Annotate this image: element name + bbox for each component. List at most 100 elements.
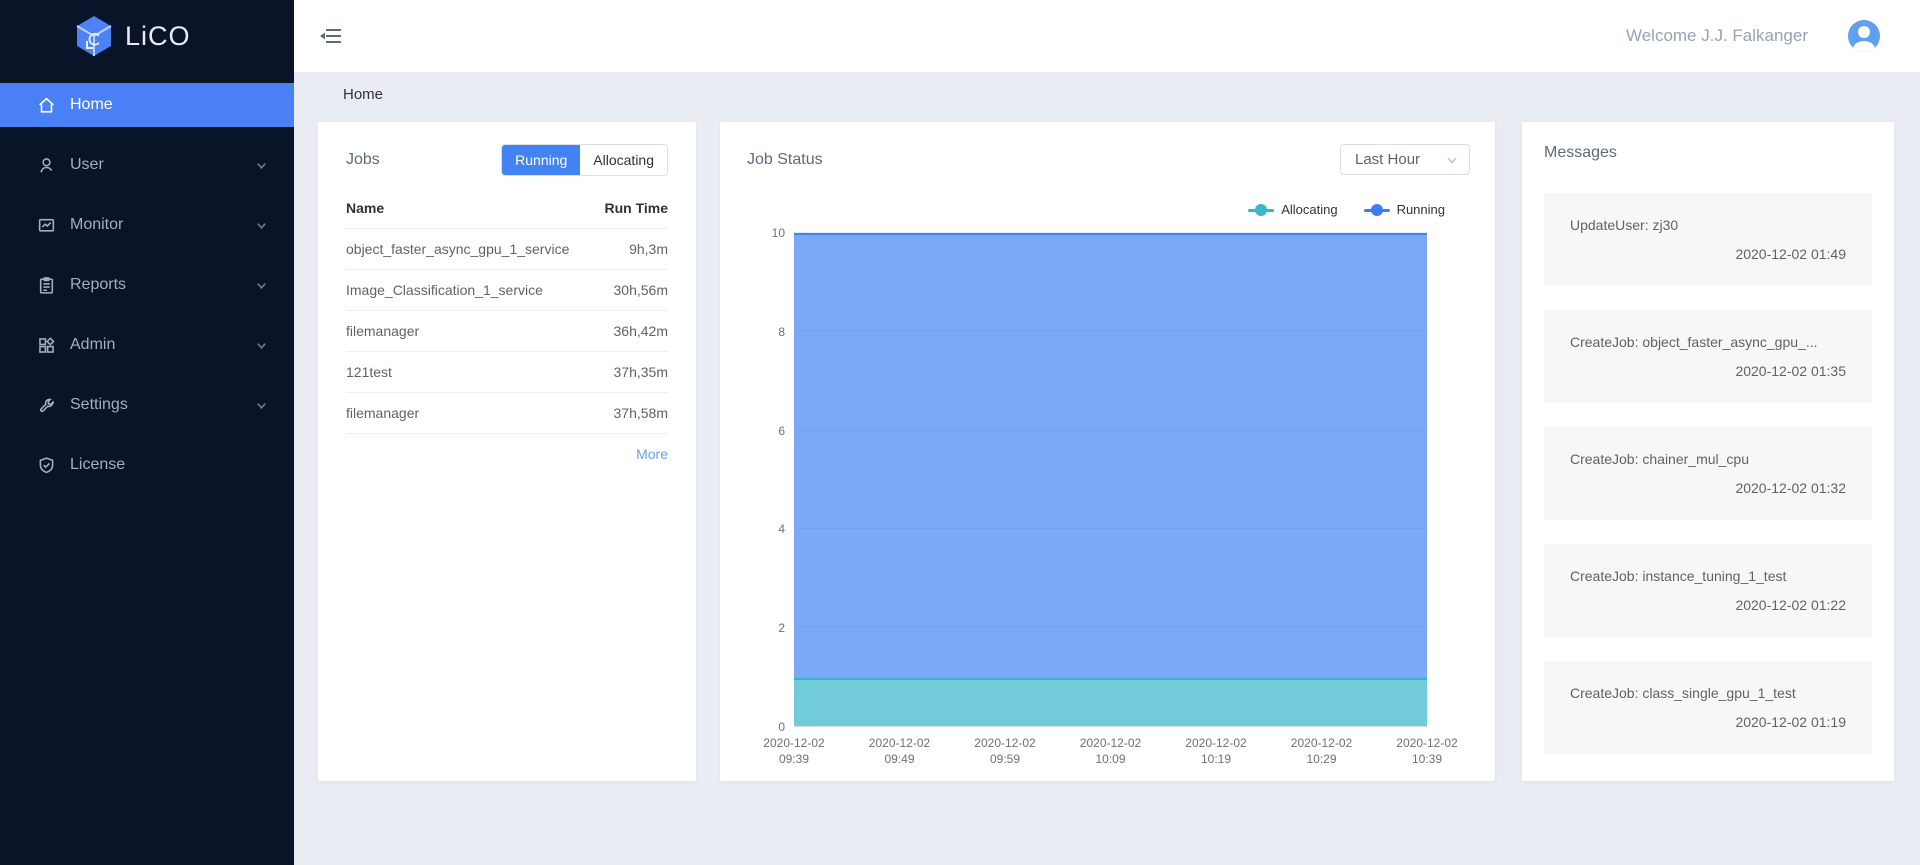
y-axis-tick-label: 8 [778,324,785,339]
welcome-text: Welcome J.J. Falkanger [1625,26,1808,45]
sidebar-item-label: Admin [70,336,116,353]
gridline [794,232,1427,233]
job-name: 121test [346,351,597,393]
table-row: filemanager 36h,42m [346,310,668,352]
message-time: 2020-12-02 01:22 [1735,597,1846,613]
chevron-down-icon [257,342,266,349]
avatar[interactable] [1848,20,1880,52]
breadcrumb: Home [294,72,1920,116]
message-text: CreateJob: instance_tuning_1_test [1570,568,1787,584]
menu-fold-icon [320,29,341,43]
license-shield-icon [39,456,54,473]
y-axis-tick-label: 6 [778,423,785,438]
message-text: CreateJob: object_faster_async_gpu_... [1570,334,1818,350]
sidebar-item-monitor[interactable]: Monitor [0,203,294,247]
jobs-panel-title: Jobs [346,151,380,168]
job-name: filemanager [346,310,597,352]
admin-icon [39,336,55,353]
job-runtime: 30h,56m [596,269,668,311]
allocating-tab-button[interactable]: Allocating [580,145,667,175]
messages-title: Messages [1544,144,1617,161]
chevron-down-icon [257,162,266,169]
monitor-icon [38,218,55,232]
chart-x-axis: 2020-12-02 09:39 2020-12-02 09:49 2020-12-… [763,735,1457,775]
lico-cube-logo-icon [76,16,112,56]
sidebar-item-label: Reports [70,276,127,293]
running-legend-marker-icon [1363,203,1390,216]
jobs-col-runtime: Run Time [596,192,668,229]
job-name: Image_Classification_1_service [346,269,597,311]
sidebar-collapse-button[interactable] [320,27,342,45]
message-time: 2020-12-02 01:49 [1735,246,1846,262]
jobs-table: Name Run Time object_faster_async_gpu_1_… [346,192,668,434]
logo-text: LiCO [125,20,191,51]
x-axis-tick-label: 2020-12-02 10:09 [1079,736,1142,766]
time-range-select[interactable]: Last Hour [1340,144,1470,175]
job-status-panel: Job Status Last Hour Allocating Running … [720,122,1495,781]
running-tab-button[interactable]: Running [502,145,581,175]
chart-legend: Allocating Running [1248,202,1445,217]
series-area-allocating [794,677,1427,727]
x-axis-tick-label: 2020-12-02 09:59 [974,736,1036,766]
sidebar-item-label: Home [70,96,113,113]
x-axis-tick-label: 2020-12-02 10:29 [1290,736,1353,766]
home-icon [39,97,54,113]
list-item: CreateJob: instance_tuning_1_test 2020-1… [1544,544,1872,637]
chevron-down-icon [1447,156,1457,164]
x-axis-tick-label: 2020-12-02 09:49 [868,736,931,766]
table-row: 121test 37h,35m [346,351,668,393]
x-axis-tick-label: 2020-12-02 10:19 [1185,736,1247,766]
job-status-title: Job Status [747,150,823,168]
table-row: object_faster_async_gpu_1_service 9h,3m [346,228,668,270]
user-icon [40,157,53,173]
list-item: UpdateUser: zj30 2020-12-02 01:49 [1544,193,1872,286]
sidebar-item-reports[interactable]: Reports [0,263,294,307]
more-link[interactable]: More [636,446,668,462]
job-runtime: 37h,58m [596,392,668,434]
message-time: 2020-12-02 01:19 [1735,714,1846,730]
message-text: CreateJob: chainer_mul_cpu [1570,451,1749,467]
y-axis-tick-label: 4 [778,522,785,537]
legend-item-running[interactable]: Running [1363,202,1445,217]
reports-icon [39,276,54,294]
table-row: filemanager 37h,58m [346,392,668,434]
settings-wrench-icon [39,398,54,412]
topbar: Welcome J.J. Falkanger [294,0,1920,72]
job-runtime: 9h,3m [596,228,668,270]
y-axis-tick-label: 0 [778,720,785,734]
x-axis-tick-label: 2020-12-02 09:39 [763,736,825,766]
job-name: object_faster_async_gpu_1_service [346,228,597,270]
chevron-down-icon [257,222,266,229]
messages-panel: Messages UpdateUser: zj30 2020-12-02 01:… [1522,122,1894,781]
sidebar-item-label: User [70,156,104,173]
sidebar-item-label: Settings [70,396,128,413]
jobs-panel: Jobs Running Allocating Name Run Time ob… [318,122,696,781]
breadcrumb-home: Home [343,85,384,103]
series-area-running [794,233,1427,678]
y-axis-tick-label: 10 [771,226,785,240]
legend-item-allocating[interactable]: Allocating [1248,202,1338,217]
message-time: 2020-12-02 01:32 [1735,480,1846,496]
sidebar: LiCO Home User Monitor [0,0,294,865]
list-item: CreateJob: chainer_mul_cpu 2020-12-02 01… [1544,427,1872,520]
sidebar-item-label: License [70,456,126,473]
x-axis-line [794,726,1427,727]
time-range-value: Last Hour [1355,151,1421,168]
job-runtime: 37h,35m [596,351,668,393]
message-text: UpdateUser: zj30 [1570,217,1679,233]
x-axis-tick-label: 2020-12-02 10:39 [1396,736,1458,766]
y-axis-tick-label: 2 [778,621,785,636]
sidebar-nav: Home User Monitor Reports [0,83,294,487]
sidebar-item-license[interactable]: License [0,443,294,487]
chevron-down-icon [257,282,266,289]
app-logo: LiCO [0,0,294,72]
message-text: CreateJob: class_single_gpu_1_test [1570,685,1796,701]
sidebar-item-label: Monitor [70,216,124,233]
sidebar-item-home[interactable]: Home [0,83,294,127]
sidebar-item-admin[interactable]: Admin [0,323,294,367]
jobs-col-name: Name [346,192,597,229]
sidebar-item-settings[interactable]: Settings [0,383,294,427]
list-item: CreateJob: class_single_gpu_1_test 2020-… [1544,661,1872,754]
sidebar-item-user[interactable]: User [0,143,294,187]
message-time: 2020-12-02 01:35 [1735,363,1846,379]
